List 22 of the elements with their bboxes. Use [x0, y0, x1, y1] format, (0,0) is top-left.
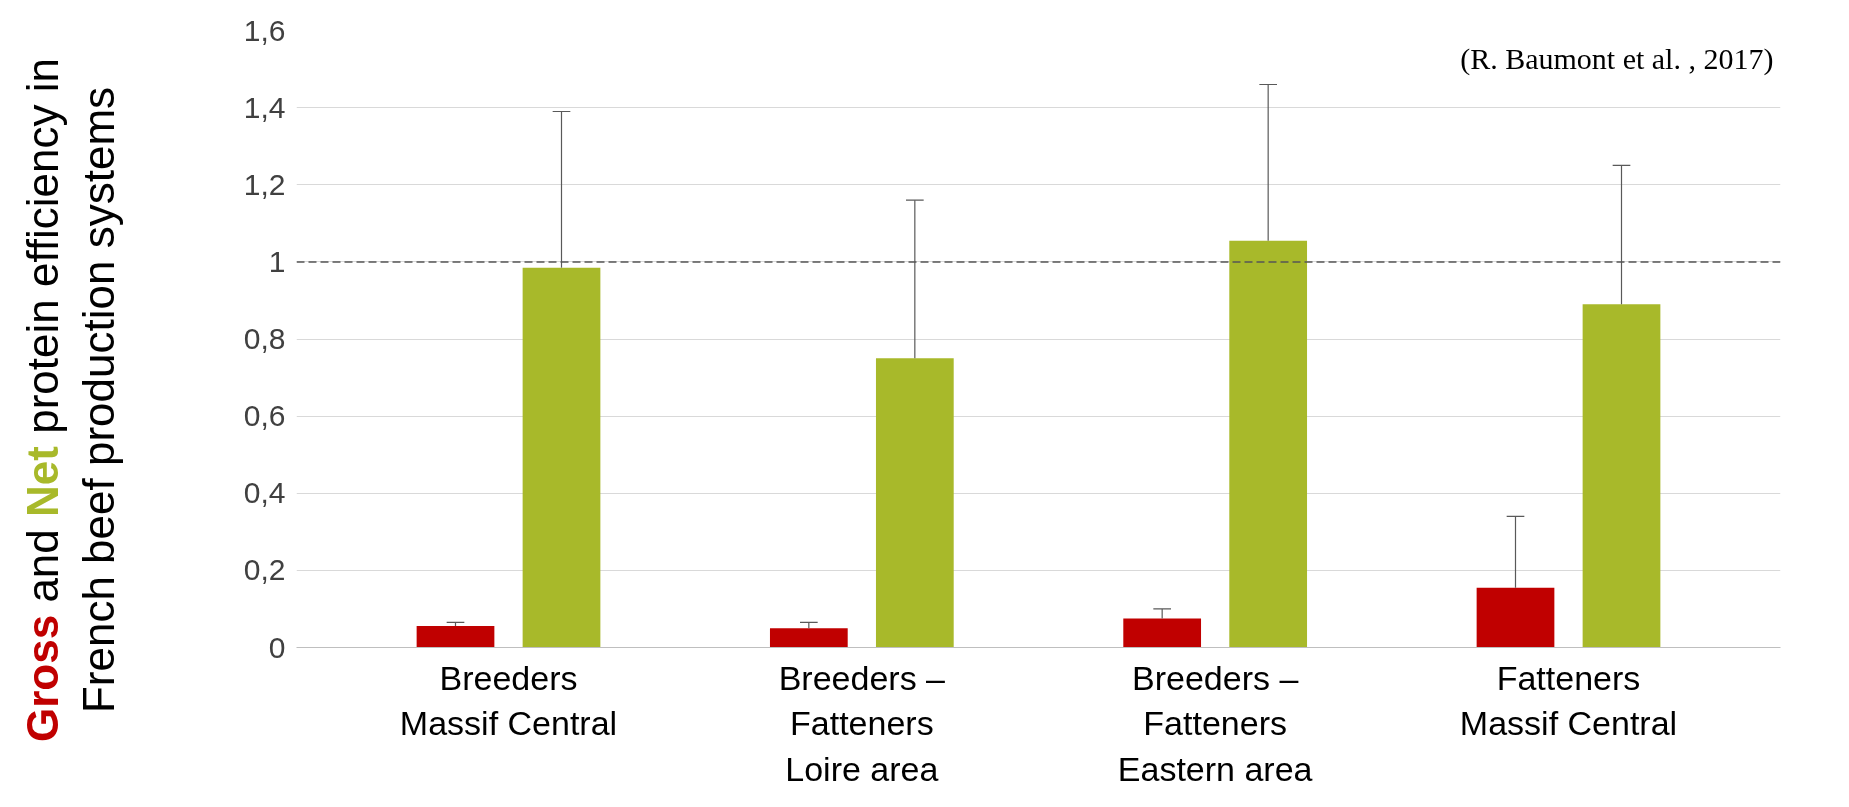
bar [1229, 240, 1308, 648]
y-tick-label: 0 [268, 630, 286, 664]
y-tick-label: 1,6 [243, 13, 286, 47]
bar [1476, 587, 1555, 648]
bar [522, 267, 601, 648]
bar [1582, 304, 1661, 648]
x-tick-label: Fatteners Massif Central [1459, 658, 1678, 743]
x-tick-label: Breeders Massif Central [399, 658, 618, 743]
bar [1123, 618, 1202, 648]
y-tick-label: 0,6 [243, 399, 286, 433]
y-tick-label: 1 [268, 244, 286, 278]
x-tick-label: Breeders – Fatteners Loire area [778, 658, 946, 788]
x-tick-label: Breeders – Fatteners Eastern area [1117, 658, 1313, 788]
y-tick-label: 1,4 [243, 90, 286, 124]
y-tick-label: 0,8 [243, 322, 286, 355]
bar [875, 358, 954, 648]
annotation: (R. Baumont et al. , 2017) [1460, 42, 1774, 77]
y-tick-label: 0,2 [243, 553, 286, 587]
y-tick-label: 0,4 [243, 476, 286, 510]
y-tick-label: 1,2 [243, 167, 286, 201]
bar [416, 625, 495, 648]
bar [769, 628, 848, 648]
